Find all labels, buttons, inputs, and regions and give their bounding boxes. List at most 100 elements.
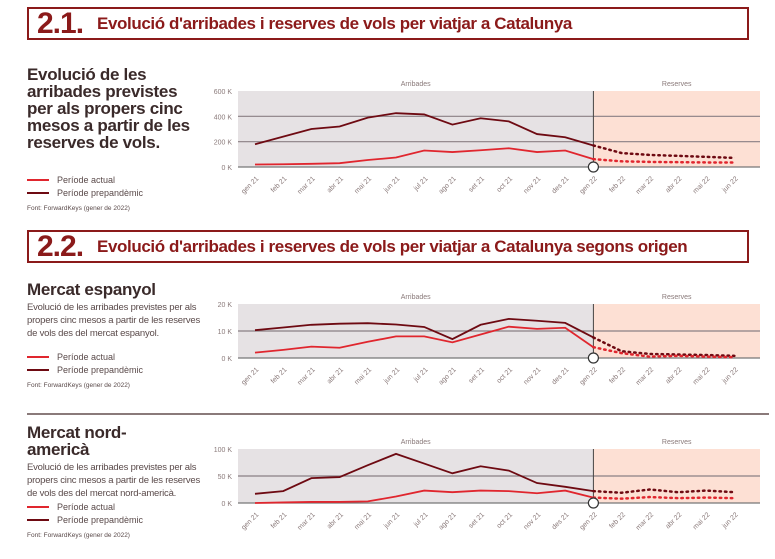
region-label-arribades: Arribades (401, 294, 431, 301)
legend-pre: Període prepandèmic (27, 363, 205, 376)
today-marker (587, 497, 599, 509)
x-tick-label: gen 21 (240, 366, 260, 386)
section-title: Evolució d'arribades i reserves de vols … (97, 236, 688, 256)
x-tick-label: jun 21 (382, 511, 401, 530)
y-tick-label: 50 K (218, 474, 233, 481)
x-tick-label: gen 22 (579, 175, 599, 195)
x-tick-label: set 21 (468, 175, 487, 194)
section-number: 2.2. (37, 229, 84, 263)
legend-label: Període prepandèmic (57, 514, 144, 525)
x-tick-label: gen 22 (579, 511, 599, 531)
x-tick-label: nov 21 (523, 511, 543, 531)
y-tick-label: 100 K (214, 447, 233, 454)
y-tick-label: 20 K (218, 302, 233, 309)
chart-spain: Arribades Reserves 0 K 10 K 20 K gen 21 feb 21… (218, 294, 760, 387)
x-tick-label: ago 21 (438, 175, 458, 195)
panel-spain: Mercat espanyol Evolució de les arribade… (27, 281, 205, 389)
source-note: Font: ForwardKeys (gener de 2022) (27, 205, 130, 212)
x-tick-label: feb 21 (270, 366, 289, 385)
series-forecast-actual (592, 157, 736, 164)
x-tick-label: mai 21 (353, 366, 373, 386)
region-label-arribades: Arribades (401, 439, 431, 446)
x-tick-label: mar 21 (296, 366, 316, 386)
panel-title: Mercat nord-americà (27, 423, 127, 459)
y-tick-label: 200 K (214, 140, 233, 147)
x-tick-label: mar 22 (635, 175, 655, 195)
divider (27, 413, 769, 415)
panel-title: Evolució de les arribades previstes per … (27, 65, 190, 152)
source-note: Font: ForwardKeys (gener de 2022) (27, 382, 130, 389)
x-tick-label: nov 21 (523, 175, 543, 195)
x-tick-label: jul 21 (412, 366, 430, 384)
x-tick-label: feb 22 (608, 511, 627, 530)
x-tick-label: des 21 (551, 511, 571, 531)
panel-description: Evolució de les arribades previstes per … (27, 462, 201, 499)
legend-actual: Període actual (27, 500, 205, 513)
x-tick-label: abr 22 (664, 175, 683, 194)
section-title: Evolució d'arribades i reserves de vols … (97, 13, 572, 33)
section-header-2-1: 2.1. Evolució d'arribades i reserves de … (27, 7, 749, 40)
x-tick-label: feb 22 (608, 175, 627, 194)
x-tick-label: jul 21 (412, 175, 430, 193)
panel-title: Mercat espanyol (27, 280, 156, 299)
x-tick-label: gen 21 (240, 511, 260, 531)
y-tick-label: 400 K (214, 114, 233, 121)
x-tick-label: jun 22 (721, 175, 740, 194)
panel-description: Evolució de les arribades previstes per … (27, 302, 201, 339)
legend-actual: Període actual (27, 173, 205, 186)
x-tick-label: mar 21 (296, 511, 316, 531)
arribades-region (238, 91, 594, 167)
x-tick-label: mar 22 (635, 366, 655, 386)
x-tick-label: jul 21 (412, 511, 430, 529)
today-marker (587, 161, 599, 173)
region-label-reserves: Reserves (662, 439, 692, 446)
legend-actual: Període actual (27, 350, 205, 363)
legend-label: Període actual (57, 351, 116, 362)
legend-label: Període prepandèmic (57, 187, 144, 198)
x-tick-label: oct 21 (496, 511, 515, 530)
x-tick-label: des 21 (551, 366, 571, 386)
x-tick-label: abr 22 (664, 511, 683, 530)
x-tick-label: oct 21 (496, 175, 515, 194)
legend-label: Període prepandèmic (57, 364, 144, 375)
chart-total: Arribades Reserves 0 K 200 K 400 K 600 K gen 2… (214, 81, 760, 196)
y-tick-label: 600 K (214, 89, 233, 96)
source-note: Font: ForwardKeys (gener de 2022) (27, 532, 130, 539)
y-tick-label: 0 K (221, 501, 232, 508)
x-tick-label: mar 22 (635, 511, 655, 531)
x-tick-label: nov 21 (523, 366, 543, 386)
region-label-arribades: Arribades (401, 81, 431, 88)
x-tick-label: mai 22 (692, 366, 712, 386)
legend-label: Període actual (57, 501, 116, 512)
x-tick-label: ago 21 (438, 511, 458, 531)
today-marker (587, 352, 599, 364)
chart-north-america: Arribades Reserves 0 K 50 K 100 K gen 21 feb 2… (214, 439, 760, 532)
x-tick-label: mai 21 (353, 175, 373, 195)
series-forecast-actual (592, 345, 736, 359)
legend-pre: Període prepandèmic (27, 513, 205, 526)
x-tick-label: mai 22 (692, 511, 712, 531)
x-tick-label: gen 21 (240, 175, 260, 195)
y-tick-label: 0 K (221, 356, 232, 363)
series-forecast-actual (592, 495, 736, 500)
x-tick-label: ago 21 (438, 366, 458, 386)
x-tick-label: feb 22 (608, 366, 627, 385)
x-tick-label: mai 22 (692, 175, 712, 195)
x-tick-label: jun 21 (382, 175, 401, 194)
series-forecast-prepandemic (592, 488, 736, 494)
y-tick-label: 0 K (221, 165, 232, 172)
reserves-region (593, 91, 760, 167)
section-header-2-2: 2.2. Evolució d'arribades i reserves de … (27, 230, 749, 263)
x-tick-label: jun 22 (721, 511, 740, 530)
region-label-reserves: Reserves (662, 294, 692, 301)
legend-pre: Període prepandèmic (27, 186, 205, 199)
section-number: 2.1. (37, 6, 84, 40)
x-tick-label: jun 22 (721, 366, 740, 385)
x-tick-label: des 21 (551, 175, 571, 195)
series-forecast-prepandemic (592, 144, 736, 160)
x-tick-label: jun 21 (382, 366, 401, 385)
region-label-reserves: Reserves (662, 81, 692, 88)
panel-total: Evolució de les arribades previstes per … (27, 66, 205, 212)
x-tick-label: set 21 (468, 511, 487, 530)
x-tick-label: feb 21 (270, 175, 289, 194)
